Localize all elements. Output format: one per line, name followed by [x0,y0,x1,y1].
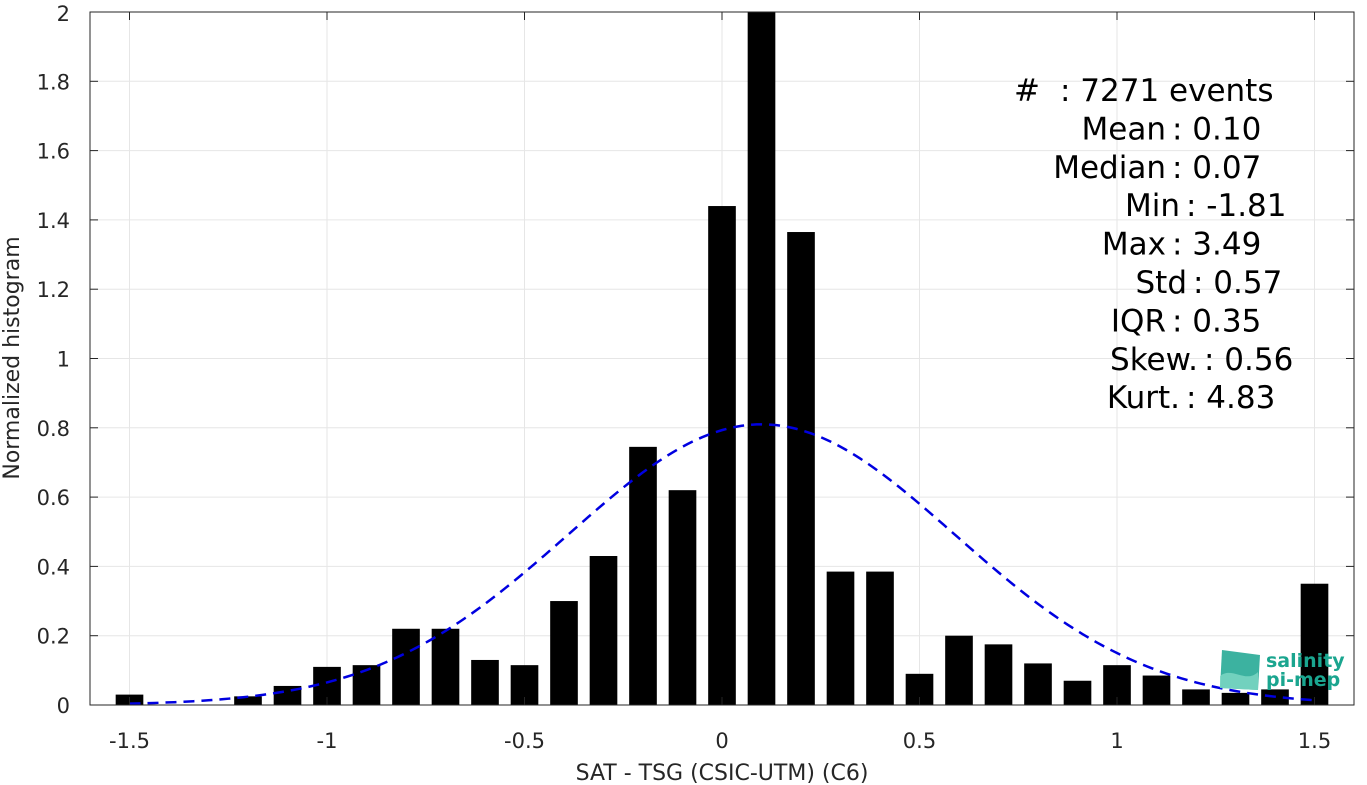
histogram-bars [115,12,1329,706]
x-tick-label: -1.5 [109,729,150,753]
x-axis-title: SAT - TSG (CSIC-UTM) (C6) [576,761,869,785]
stat-value: : 0.57 [1193,265,1282,301]
y-tick-label: 1.2 [37,278,70,302]
logo-emblem-wave-icon [1220,672,1258,690]
logo-text-pimep: pi-mep [1266,669,1340,691]
stat-label: Min [1125,188,1180,224]
histogram-bar [708,206,736,706]
y-tick-label: 1 [57,348,70,372]
histogram-bar [431,628,460,705]
histogram-bar [668,490,697,705]
histogram-bar [747,12,776,705]
stat-value: : 0.07 [1172,150,1261,186]
x-tick-label: 1.5 [1298,729,1331,753]
stat-label: Std [1135,265,1187,301]
x-tick-label: 0 [715,729,728,753]
stat-label: Skew. [1110,342,1198,378]
x-tick-label: -1 [317,729,338,753]
histogram-bar [234,696,262,705]
y-tick-label: 0.4 [37,555,70,579]
histogram-bar [945,635,973,705]
x-tick-label: 0.5 [903,729,936,753]
stat-value: : -1.81 [1186,188,1287,224]
histogram-bar [1024,663,1052,705]
stat-label: # [1014,73,1040,109]
stat-value: : 0.56 [1204,342,1293,378]
stat-value: : 7271 events [1060,73,1274,109]
histogram-bar [1300,583,1329,705]
histogram-bar [866,571,894,705]
histogram-bar [589,556,618,705]
stat-label: Kurt. [1107,380,1180,416]
histogram-bar [471,659,499,705]
histogram-bar [550,601,578,705]
x-tick-label: -0.5 [504,729,545,753]
histogram-bar [1063,680,1092,705]
gaussian-fit-curve [129,423,1315,705]
y-tick-label: 1.8 [37,70,70,94]
histogram-bar [1182,689,1210,705]
y-axis-ticks: 0 0.2 0.4 0.6 0.8 1 1.2 1.4 1.6 1.8 2 [37,2,1354,718]
y-tick-label: 1.4 [37,209,70,233]
y-tick-label: 2 [57,2,70,26]
y-tick-label: 0.2 [37,625,70,649]
logo-text-salinity: salinity [1266,650,1345,672]
stat-value: : 3.49 [1172,227,1261,263]
histogram-bar [826,571,855,705]
histogram-bar [352,665,381,705]
x-axis-ticks: -1.5 -1 -0.5 0 0.5 1 1.5 [109,12,1331,753]
salinity-pimep-logo: salinity pi-mep [1220,650,1345,691]
histogram-bar [984,644,1013,705]
histogram-bar [1142,675,1171,705]
histogram-bar [787,232,815,705]
histogram-bar [629,446,657,705]
x-tick-label: 1 [1110,729,1123,753]
stat-label: IQR [1111,303,1166,339]
y-tick-label: 0.6 [37,486,70,510]
y-tick-label: 0 [57,694,70,718]
stat-label: Median [1053,150,1166,186]
stat-label: Max [1102,227,1166,263]
histogram-bar [392,628,420,705]
y-axis-title: Normalized histogram [0,236,25,479]
stat-value: : 0.10 [1172,111,1261,147]
histogram-bar [1221,692,1250,705]
stat-value: : 4.83 [1186,380,1275,416]
stat-value: : 0.35 [1172,303,1261,339]
y-tick-label: 0.8 [37,417,70,441]
y-tick-label: 1.6 [37,140,70,164]
stat-label: Mean [1082,111,1166,147]
